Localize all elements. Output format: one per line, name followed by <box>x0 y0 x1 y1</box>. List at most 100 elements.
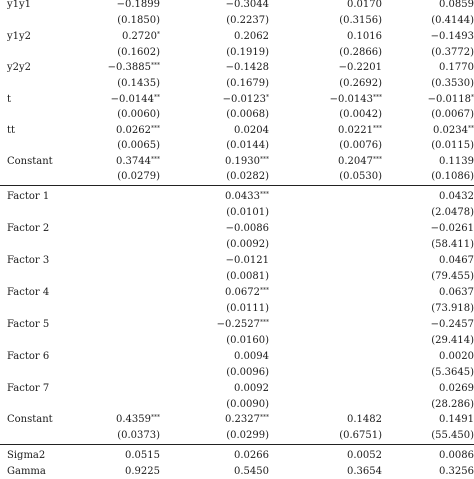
table-cell: (73.918) <box>431 303 474 314</box>
significance-stars: *** <box>260 156 269 163</box>
row-label: Factor 6 <box>7 351 50 362</box>
significance-stars: *** <box>373 125 382 132</box>
table-cell: 0.0094 <box>234 351 269 362</box>
row-label: Sigma2 <box>7 450 46 461</box>
table-cell: (0.3772) <box>431 47 474 58</box>
significance-stars: *** <box>260 319 269 326</box>
table-cell: 0.0672*** <box>225 287 269 298</box>
table-row: Sigma2 0.0515 0.0266 0.0052 0.0086 <box>0 448 474 463</box>
table-cell: (28.286) <box>431 399 474 410</box>
significance-stars: * <box>471 94 474 101</box>
table-cell: 0.1770 <box>439 62 474 73</box>
table-cell: (0.0144) <box>226 140 269 151</box>
table-cell: (0.0530) <box>339 171 382 182</box>
table-row: (0.0060) (0.0068) (0.0042) (0.0067) <box>0 107 474 122</box>
table-row: (0.0065) (0.0144) (0.0076) (0.0115) <box>0 138 474 153</box>
significance-stars: *** <box>260 414 269 421</box>
significance-stars: *** <box>151 414 160 421</box>
table-row: (0.0111) (73.918) <box>0 301 474 316</box>
section-divider <box>0 444 474 445</box>
table-cell: 0.0266 <box>234 450 269 461</box>
table-cell: (0.0076) <box>339 140 382 151</box>
table-row: Factor 6 0.0094 0.0020 <box>0 349 474 364</box>
table-row: (0.0092) (58.411) <box>0 237 474 252</box>
table-cell: (0.4144) <box>431 15 474 26</box>
significance-stars: *** <box>260 287 269 294</box>
row-label: tt <box>7 125 16 136</box>
table-cell: −0.1428 <box>225 62 269 73</box>
table-cell: (0.0115) <box>431 140 474 151</box>
table-cell: (0.0067) <box>431 109 474 120</box>
table-cell: (0.0101) <box>226 207 269 218</box>
table-cell: (0.0282) <box>226 171 269 182</box>
table-row: tt 0.0262*** 0.0204 0.0221*** 0.0234** <box>0 123 474 138</box>
table-row: (0.0373) (0.0299) (0.6751) (55.450) <box>0 428 474 443</box>
row-label: t <box>7 94 12 105</box>
table-cell: (29.414) <box>431 335 474 346</box>
table-cell: −0.0118* <box>427 94 474 105</box>
significance-stars: ** <box>468 125 474 132</box>
table-cell: (58.411) <box>431 239 474 250</box>
table-cell: (0.0081) <box>226 271 269 282</box>
table-cell: 0.0262*** <box>116 125 160 136</box>
table-cell: 0.0052 <box>347 450 382 461</box>
table-row: (0.0279) (0.0282) (0.0530) (0.1086) <box>0 169 474 184</box>
table-cell: (79.455) <box>431 271 474 282</box>
table-cell: (0.0060) <box>117 109 160 120</box>
table-cell: 0.0086 <box>439 450 474 461</box>
table-row: (0.1602) (0.1919) (0.2866) (0.3772) <box>0 45 474 60</box>
table-cell: (0.2237) <box>226 15 269 26</box>
table-row: Factor 3 −0.0121 0.0467 <box>0 253 474 268</box>
table-cell: −0.3885*** <box>107 62 160 73</box>
table-row: (0.0090) (28.286) <box>0 397 474 412</box>
table-cell: (0.1435) <box>117 78 160 89</box>
table-row: y1y1 −0.1899 −0.3044 0.0170 0.0859 <box>0 0 474 12</box>
table-row: (0.0081) (79.455) <box>0 269 474 284</box>
table-cell: −0.0144** <box>110 94 160 105</box>
table-cell: (0.3156) <box>339 15 382 26</box>
table-cell: (0.0065) <box>117 140 160 151</box>
table-cell: −0.1899 <box>116 0 160 10</box>
table-cell: 0.4359*** <box>116 414 160 425</box>
row-label: Factor 3 <box>7 255 50 266</box>
table-cell: 0.0204 <box>234 125 269 136</box>
table-row: Gamma 0.9225 0.5450 0.3654 0.3256 <box>0 464 474 479</box>
table-cell: (0.0068) <box>226 109 269 120</box>
table-cell: −0.0143*** <box>329 94 382 105</box>
table-row: (0.0101) (2.0478) <box>0 205 474 220</box>
table-cell: (0.0042) <box>339 109 382 120</box>
table-cell: (0.6751) <box>339 430 382 441</box>
significance-stars: *** <box>151 156 160 163</box>
table-cell: (0.1679) <box>226 78 269 89</box>
section-divider <box>0 185 474 186</box>
significance-stars: * <box>157 31 160 38</box>
significance-stars: *** <box>373 94 382 101</box>
significance-stars: *** <box>151 62 160 69</box>
table-cell: 0.0432 <box>439 191 474 202</box>
table-row: t −0.0144** −0.0123* −0.0143*** −0.0118* <box>0 92 474 107</box>
table-cell: −0.0086 <box>225 223 269 234</box>
table-cell: (0.0373) <box>117 430 160 441</box>
table-cell: 0.3654 <box>347 466 382 477</box>
row-label: Factor 5 <box>7 319 50 330</box>
table-cell: 0.9225 <box>125 466 160 477</box>
table-cell: (0.0279) <box>117 171 160 182</box>
table-cell: 0.1482 <box>347 414 382 425</box>
table-cell: (55.450) <box>431 430 474 441</box>
table-cell: 0.1930*** <box>225 156 269 167</box>
table-cell: 0.0515 <box>125 450 160 461</box>
table-cell: (0.3530) <box>431 78 474 89</box>
table-row: Constant 0.3744*** 0.1930*** 0.2047*** 0.113… <box>0 154 474 169</box>
table-cell: 0.5450 <box>234 466 269 477</box>
table-cell: (0.0160) <box>226 335 269 346</box>
row-label: y1y1 <box>7 0 32 10</box>
table-row: (0.1435) (0.1679) (0.2692) (0.3530) <box>0 76 474 91</box>
table-cell: 0.0467 <box>439 255 474 266</box>
table-cell: 0.0221*** <box>338 125 382 136</box>
table-cell: 0.0170 <box>347 0 382 10</box>
table-cell: 0.0234** <box>433 125 474 136</box>
table-cell: (0.1086) <box>431 171 474 182</box>
table-row: Factor 2 −0.0086 −0.0261 <box>0 221 474 236</box>
row-label: Factor 4 <box>7 287 50 298</box>
table-row: Constant 0.4359*** 0.2327*** 0.1482 0.1491 <box>0 412 474 427</box>
